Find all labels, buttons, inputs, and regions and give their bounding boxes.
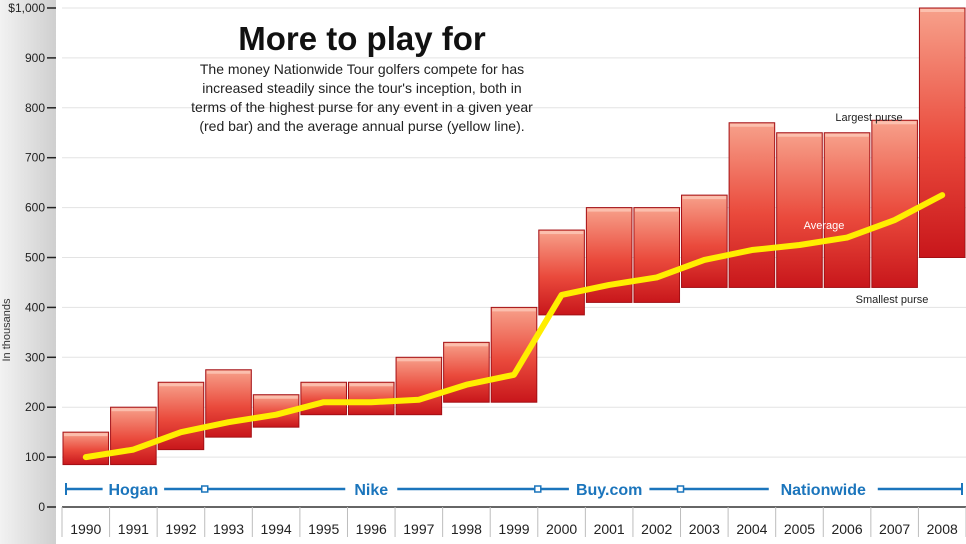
average-purse-line [82, 192, 946, 461]
purse-bar [776, 132, 823, 288]
subtitle-line: increased steadily since the tour's ince… [202, 80, 521, 96]
sponsor-label: Nike [354, 482, 388, 499]
x-tick-label: 2005 [784, 521, 815, 537]
purse-bar [538, 229, 585, 316]
subtitle-line: (red bar) and the average annual purse (… [199, 118, 524, 134]
subtitle-line: terms of the highest purse for any event… [191, 99, 533, 115]
purse-bar-highlight [159, 383, 203, 387]
purse-bar-highlight [587, 208, 631, 212]
purse-bar-highlight [64, 433, 108, 437]
sponsor-label-bg [345, 479, 398, 499]
y-tick-label: 800 [25, 101, 45, 115]
chart-title: More to play for [238, 20, 486, 57]
x-tick-label: 2001 [594, 521, 625, 537]
purse-bar-highlight [111, 408, 156, 412]
annotation-largest-purse: Largest purse [835, 112, 902, 124]
y-axis-label: In thousands [1, 298, 13, 361]
sponsor-label: Hogan [108, 482, 158, 499]
purse-bar [110, 406, 157, 466]
sponsor-label-bg [102, 479, 165, 499]
x-tick-label: 1996 [356, 521, 387, 537]
sponsor-label: Nationwide [781, 482, 866, 499]
y-tick-label: 700 [25, 151, 45, 165]
sponsor-label: Buy.com [576, 482, 642, 499]
x-tick-label: 1999 [498, 521, 529, 537]
purse-bar-highlight [492, 308, 536, 312]
purse-bar [443, 341, 490, 403]
purse-bar-highlight [825, 133, 869, 137]
purse-range-bars [62, 7, 966, 466]
sponsor-divider [676, 485, 685, 493]
x-tick-label: 1990 [70, 521, 101, 537]
sponsor-label-bg [768, 479, 878, 499]
subtitle-line: The money Nationwide Tour golfers compet… [200, 61, 524, 77]
y-tick-label: 200 [25, 400, 45, 414]
x-tick-label: 1993 [213, 521, 244, 537]
purse-bar-highlight [682, 196, 727, 200]
annotation-average: Average [804, 220, 845, 232]
sponsor-label-bg [568, 479, 650, 499]
x-tick-label: 2008 [927, 521, 958, 537]
sponsor-timeline: Hogan Nike Buy.com Nationwide [65, 479, 963, 499]
purse-bar [728, 122, 776, 288]
purse-bar-highlight [920, 9, 964, 12]
purse-bar-highlight [397, 358, 441, 362]
y-tick-label: 400 [25, 300, 45, 314]
y-tick-label: 0 [38, 500, 45, 514]
purse-bar [823, 132, 871, 288]
sponsor-divider [200, 485, 209, 493]
purse-bar [681, 194, 728, 288]
purse-bar [871, 119, 918, 288]
y-tick-label: 500 [25, 251, 45, 265]
annotation-smallest-purse: Smallest purse [856, 294, 929, 306]
x-tick-label: 2007 [879, 521, 910, 537]
x-tick-label: 2004 [736, 521, 767, 537]
y-tick-label: 900 [25, 51, 45, 65]
purse-bar [395, 356, 443, 416]
purse-bar-highlight [349, 383, 394, 387]
purse-bar [300, 381, 347, 416]
x-tick-label: 2002 [641, 521, 672, 537]
y-tick-label: $1,000 [8, 1, 45, 15]
purse-bar [633, 207, 681, 303]
y-tick-label: 600 [25, 201, 45, 215]
purse-bar-highlight [301, 383, 346, 387]
chart-subtitle: The money Nationwide Tour golfers compet… [191, 61, 533, 134]
x-tick-label: 1991 [118, 521, 149, 537]
purse-bar-highlight [254, 395, 298, 399]
x-tick-label: 1998 [451, 521, 482, 537]
x-tick-label: 1997 [403, 521, 434, 537]
x-tick-label: 2003 [689, 521, 720, 537]
purse-bar-highlight [777, 133, 822, 137]
purse-bar-highlight [872, 121, 917, 125]
x-tick-labels: 1990 1991 1992 1993 1994 1995 1996 1997 1998 1999… [61, 506, 966, 537]
x-tick-label: 1992 [165, 521, 196, 537]
x-tick-label: 1995 [308, 521, 339, 537]
purse-bar-highlight [539, 231, 584, 235]
y-tick-label: 100 [25, 450, 45, 464]
y-tick-labels: 0 100 200 300 400 500 600 700 800 900 $1,000 [8, 1, 45, 514]
purse-bar-highlight [206, 370, 251, 374]
purse-bar [490, 306, 538, 403]
purse-bar-highlight [730, 123, 774, 127]
purse-bar-highlight [444, 343, 489, 347]
y-axis-band [0, 0, 56, 544]
x-tick-label: 2006 [831, 521, 862, 537]
purse-bar [918, 7, 966, 258]
x-tick-label: 2000 [546, 521, 577, 537]
y-tick-label: 300 [25, 350, 45, 364]
sponsor-divider [534, 485, 542, 493]
purse-bar-highlight [634, 208, 679, 212]
x-tick-label: 1994 [261, 521, 292, 537]
